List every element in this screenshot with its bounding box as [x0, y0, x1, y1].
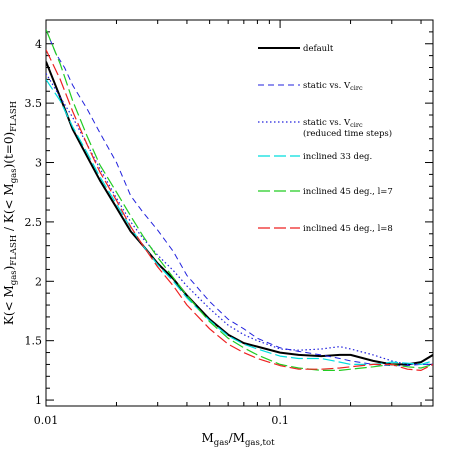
y-tick-label: 2 [35, 275, 42, 288]
y-tick-label: 2.5 [25, 216, 43, 229]
y-tick-label: 1 [35, 394, 42, 407]
series-line-static_vcirc_reduced [46, 73, 433, 365]
series-line-inclined_45_l8 [46, 49, 433, 371]
plot-frame [45, 19, 434, 407]
legend-label-inclined_33: inclined 33 deg. [303, 152, 372, 162]
legend-label-static_vcirc: static vs. Vcirc [303, 81, 363, 92]
y-tick-label: 3 [35, 157, 42, 170]
y-tick-label: 4 [35, 38, 42, 51]
legend-extra-static_vcirc_reduced: (reduced time steps) [303, 128, 392, 139]
y-tick-label: 1.5 [25, 335, 43, 348]
x-tick-label: 0.01 [34, 414, 59, 427]
y-tick-label: 3.5 [25, 97, 43, 110]
legend-label-inclined_45_l8: inclined 45 deg., l=8 [303, 224, 393, 234]
legend-label-static_vcirc_reduced: static vs. Vcirc [303, 118, 363, 129]
x-tick-label: 0.1 [271, 414, 289, 427]
series-layer [46, 29, 433, 371]
series-line-inclined_33 [46, 79, 433, 365]
x-axis-label: Mgas/Mgas,tot [201, 431, 275, 448]
series-line-default [46, 61, 433, 366]
legend-label-inclined_45_l7: inclined 45 deg., l=7 [303, 187, 393, 197]
y-axis-label: K(< Mgas)FLASH / K(< Mgas)(t=0)FLASH [2, 101, 19, 325]
axis-ticks: 1 1.5 2 2.5 3 3.5 4 0.01 0.1 [25, 20, 433, 427]
legend-label-default: default [303, 44, 334, 54]
series-line-static_vcirc [46, 29, 433, 367]
series-line-inclined_45_l7 [46, 29, 433, 371]
